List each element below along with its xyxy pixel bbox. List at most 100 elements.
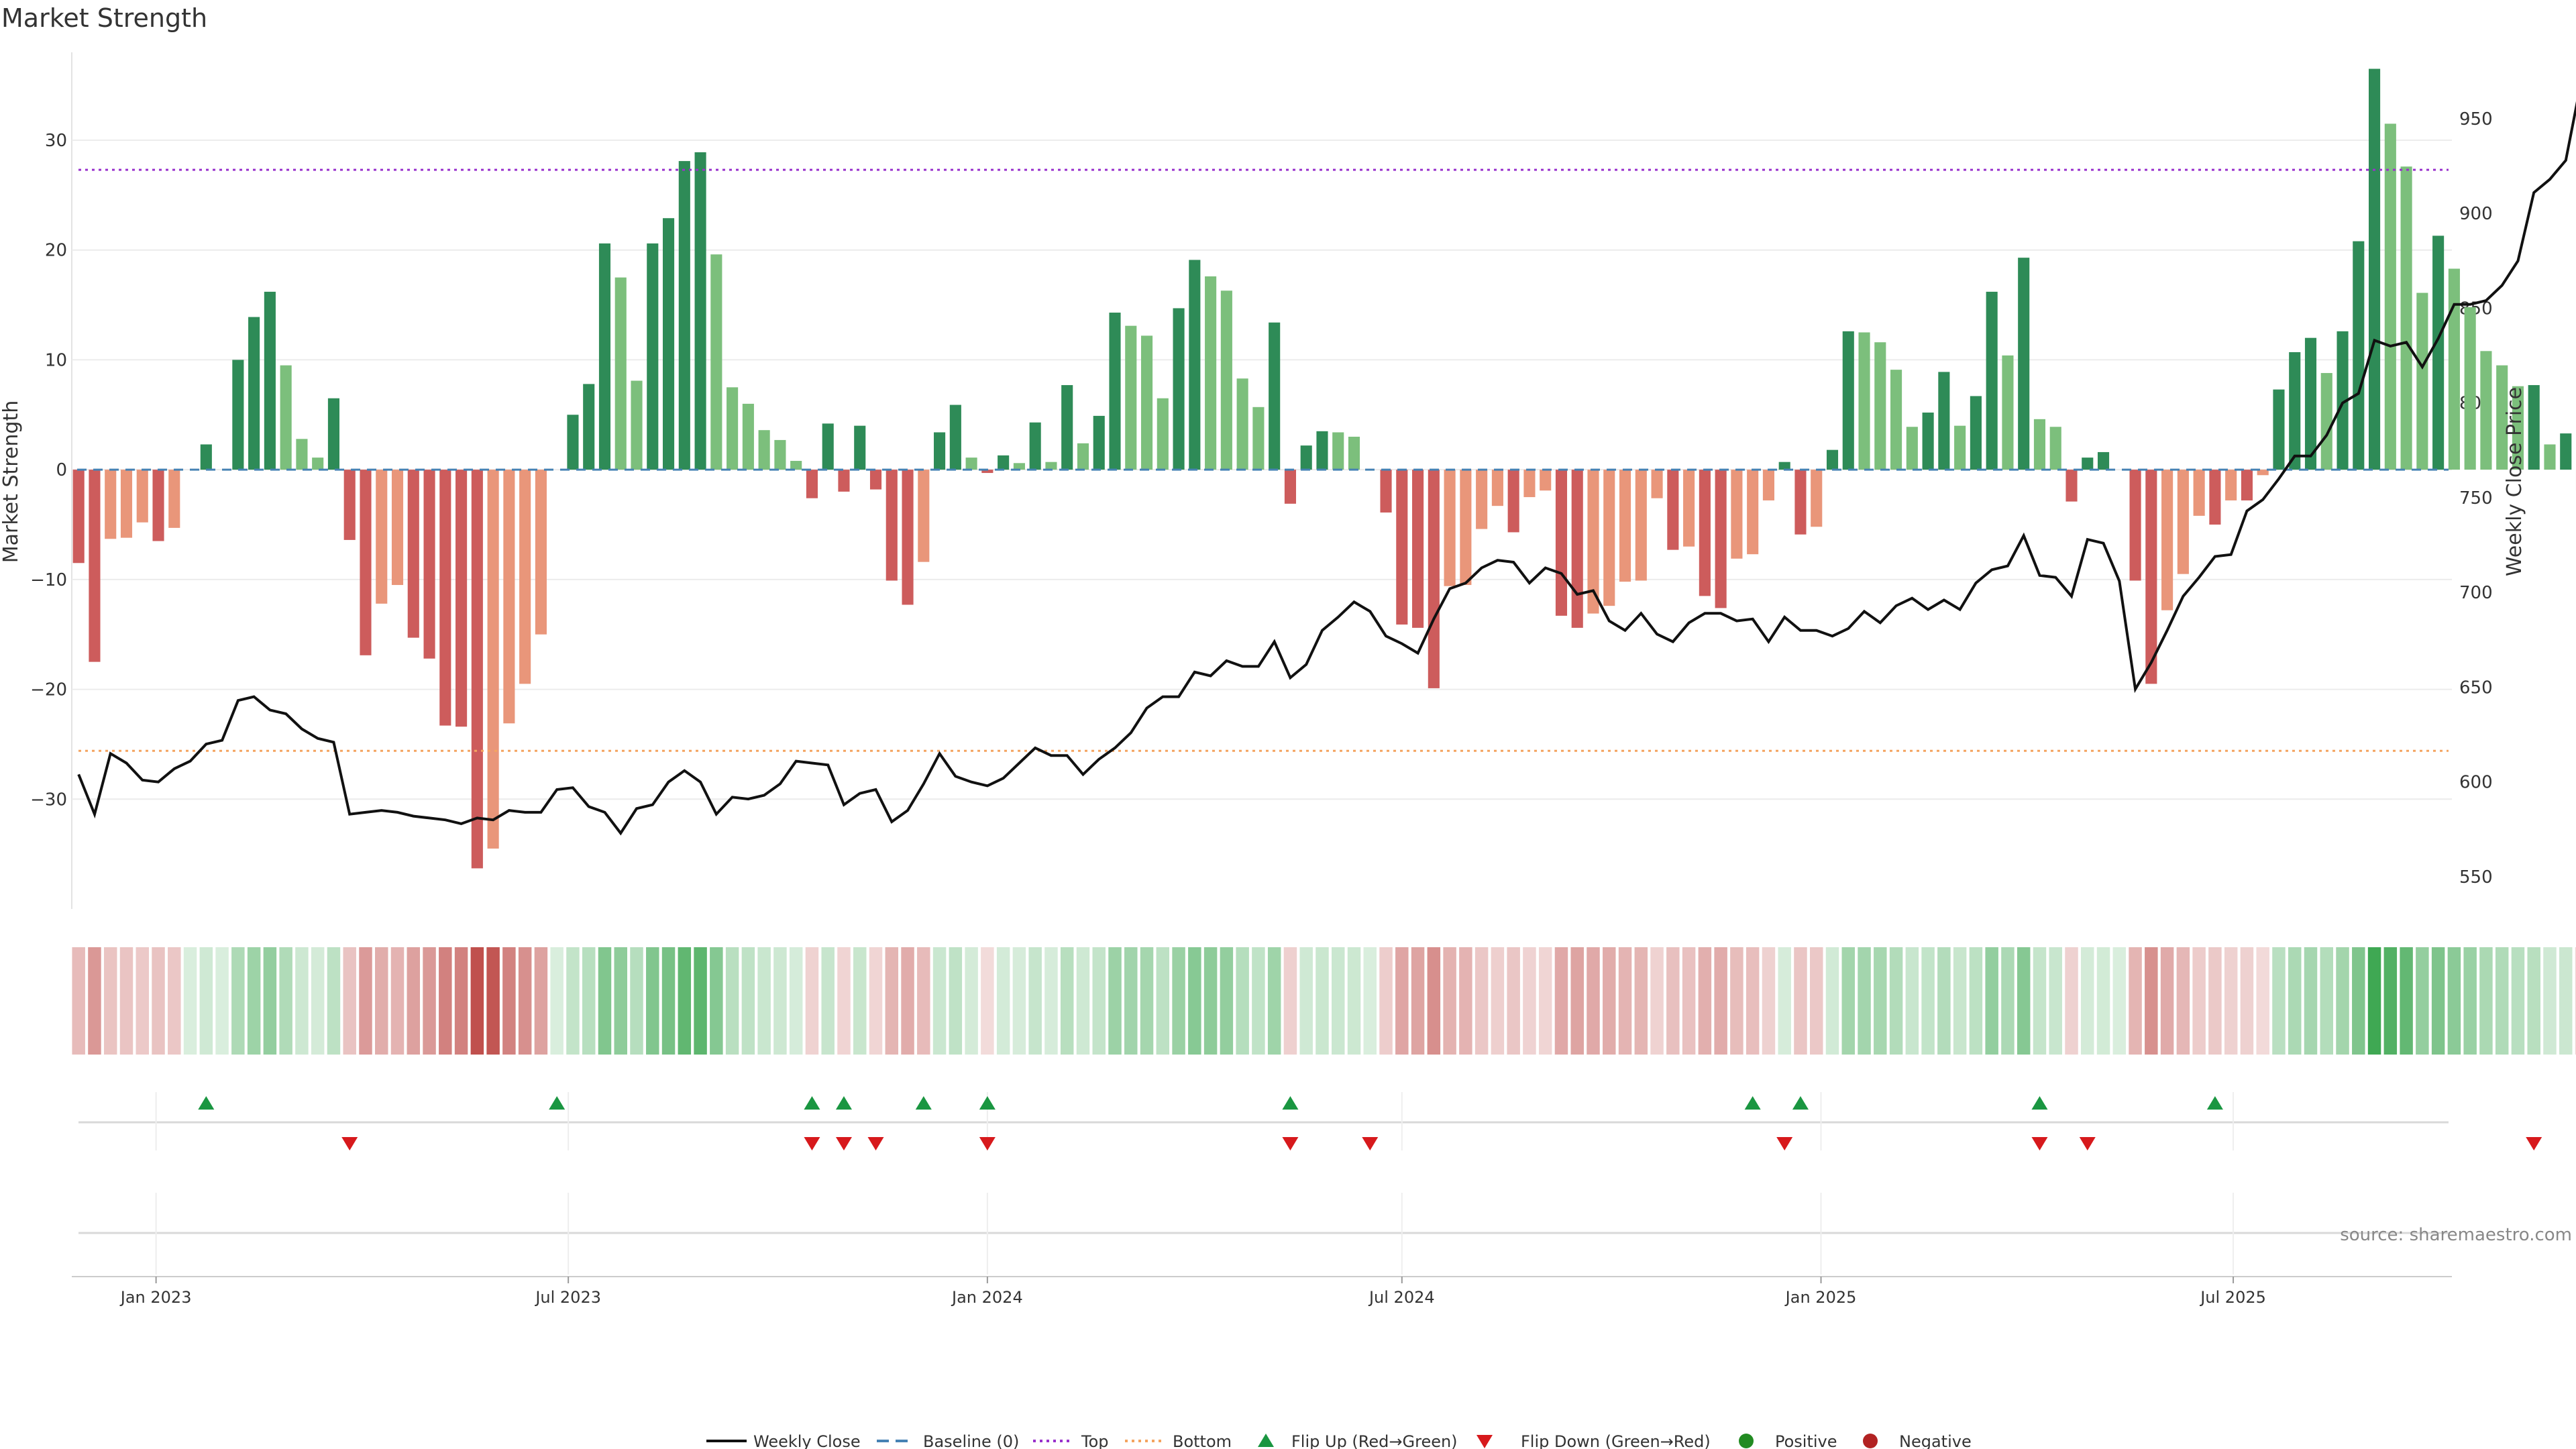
strength-bar bbox=[327, 398, 340, 470]
flip-up-marker bbox=[198, 1096, 215, 1110]
heatmap-cell bbox=[1698, 947, 1712, 1055]
heatmap-cell bbox=[2096, 947, 2110, 1055]
strength-bar bbox=[1731, 470, 1743, 559]
strength-bar bbox=[2544, 444, 2556, 470]
heatmap-cell bbox=[1841, 947, 1856, 1055]
y2-axis-label: Weekly Close Price bbox=[2503, 387, 2526, 576]
heatmap-cell bbox=[2160, 947, 2174, 1055]
heatmap-cell bbox=[1012, 947, 1026, 1055]
strength-bar bbox=[376, 470, 388, 604]
heatmap-cell bbox=[837, 947, 851, 1055]
strength-bar bbox=[1651, 470, 1663, 498]
chart-title: Market Strength bbox=[1, 3, 207, 33]
heatmap-cell bbox=[231, 947, 245, 1055]
heatmap-cell bbox=[725, 947, 739, 1055]
heatmap-cell bbox=[1618, 947, 1632, 1055]
legend-flip-up: Flip Up (Red→Green) bbox=[1258, 1432, 1458, 1449]
strength-bar bbox=[264, 291, 276, 470]
heatmap-cell bbox=[2367, 947, 2381, 1055]
heatmap-cell bbox=[1363, 947, 1377, 1055]
strength-bar bbox=[519, 470, 531, 684]
heatmap-cell bbox=[518, 947, 532, 1055]
strength-bar bbox=[1109, 313, 1121, 470]
heatmap-cell bbox=[710, 947, 723, 1055]
heatmap-cell bbox=[1028, 947, 1042, 1055]
strength-bar bbox=[1794, 470, 1807, 535]
heatmap-cell bbox=[1953, 947, 1967, 1055]
strength-bar bbox=[662, 218, 675, 470]
heatmap-cell bbox=[2495, 947, 2509, 1055]
heatmap-cell bbox=[1714, 947, 1727, 1055]
heatmap-cell bbox=[1666, 947, 1680, 1055]
legend-positive: Positive bbox=[1739, 1432, 1837, 1449]
strength-bar bbox=[1332, 432, 1344, 470]
strength-bar bbox=[1715, 470, 1727, 608]
strength-bar bbox=[1236, 378, 1248, 470]
heatmap-cell bbox=[1379, 947, 1393, 1055]
strength-bar bbox=[1667, 470, 1679, 550]
heatmap-cell bbox=[2543, 947, 2557, 1055]
heatmap-cell bbox=[2112, 947, 2127, 1055]
strength-bar bbox=[1348, 437, 1360, 470]
flip-down-marker bbox=[1282, 1137, 1299, 1150]
strength-bar bbox=[2225, 470, 2237, 500]
strength-bar bbox=[1922, 412, 1934, 470]
strength-bar bbox=[1476, 470, 1488, 529]
strength-bars bbox=[72, 68, 2576, 869]
strength-bar bbox=[614, 277, 627, 470]
heatmap-cell bbox=[263, 947, 277, 1055]
y2-tick-label: 600 bbox=[2459, 773, 2493, 793]
strength-bar bbox=[2241, 470, 2253, 500]
strength-bar bbox=[1173, 308, 1185, 470]
flip-up-marker bbox=[1282, 1096, 1299, 1110]
heatmap-cell bbox=[1587, 947, 1600, 1055]
strength-bar bbox=[1125, 325, 1137, 470]
strength-bar bbox=[535, 470, 547, 635]
strength-bar bbox=[727, 387, 739, 470]
bottom-panel: Jan 2023 Jul 2023 Jan 2024 Jul 2024 Jan 2025… bbox=[72, 1193, 2572, 1307]
strength-bar bbox=[885, 470, 898, 581]
strength-bar bbox=[2065, 470, 2078, 502]
legend-top-label: Top bbox=[1081, 1432, 1109, 1449]
heatmap-cell bbox=[390, 947, 405, 1055]
heatmap-cell bbox=[327, 947, 341, 1055]
heatmap-cell bbox=[1156, 947, 1170, 1055]
y-axis-label: Market Strength bbox=[0, 400, 23, 563]
heatmap-cell bbox=[168, 947, 181, 1055]
strength-bar bbox=[1380, 470, 1392, 513]
y2-tick-label: 650 bbox=[2459, 678, 2493, 698]
legend-weekly-close: Weekly Close bbox=[706, 1432, 861, 1449]
strength-bar bbox=[1842, 331, 1854, 470]
strength-bar bbox=[1252, 407, 1265, 470]
strength-bar bbox=[1619, 470, 1631, 582]
strength-bar bbox=[2384, 123, 2396, 470]
legend: Weekly Close Baseline (0) Top Bottom Fli… bbox=[706, 1432, 1972, 1449]
heatmap-cell bbox=[2272, 947, 2286, 1055]
heatmap-cell bbox=[534, 947, 548, 1055]
flip-down-marker bbox=[804, 1137, 820, 1150]
strength-bar bbox=[1140, 335, 1153, 470]
heatmap-cell bbox=[1762, 947, 1776, 1055]
legend-baseline-label: Baseline (0) bbox=[923, 1432, 1019, 1449]
strength-bar bbox=[2209, 470, 2221, 525]
heatmap-cell bbox=[423, 947, 436, 1055]
strength-bar bbox=[136, 470, 148, 523]
strength-bar bbox=[774, 439, 786, 470]
strength-bar bbox=[2353, 241, 2365, 470]
strength-bar bbox=[120, 470, 133, 538]
strength-bar bbox=[1986, 291, 1998, 470]
strength-bar bbox=[2177, 470, 2189, 574]
strength-bar bbox=[1747, 470, 1759, 555]
heatmap-cell bbox=[598, 947, 612, 1055]
heatmap-cell bbox=[1554, 947, 1568, 1055]
strength-bar bbox=[1555, 470, 1568, 616]
heatmap-cell bbox=[1443, 947, 1456, 1055]
legend-flip-up-icon bbox=[1258, 1434, 1274, 1447]
strength-bar bbox=[1300, 445, 1312, 470]
strength-bar bbox=[1093, 415, 1105, 470]
heatmap-cell bbox=[630, 947, 643, 1055]
heatmap-cell bbox=[1140, 947, 1154, 1055]
legend-negative-label: Negative bbox=[1899, 1432, 1972, 1449]
legend-flip-down: Flip Down (Green→Red) bbox=[1477, 1432, 1711, 1449]
strength-bar bbox=[168, 470, 180, 528]
